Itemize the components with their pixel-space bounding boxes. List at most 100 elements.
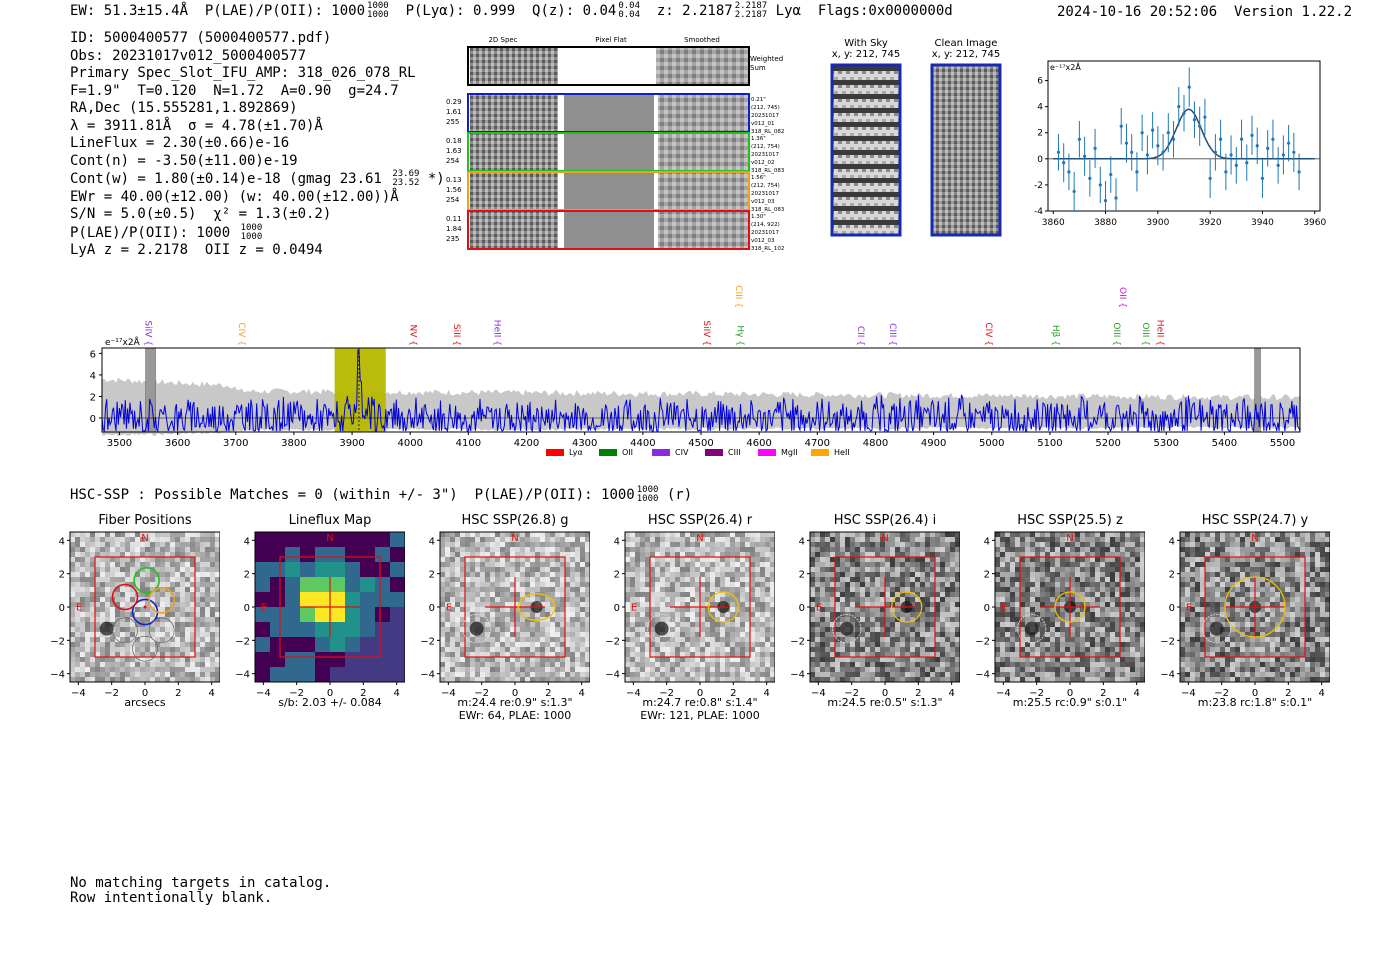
sky-pixel xyxy=(750,582,756,588)
sky-pixel xyxy=(955,672,960,678)
sky-pixel xyxy=(885,667,891,673)
sky-pixel xyxy=(720,647,726,653)
sky-pixel xyxy=(905,642,911,648)
sky-pixel xyxy=(570,567,576,573)
sky-pixel xyxy=(1100,667,1106,673)
sky-pixel xyxy=(510,562,516,568)
sky-pixel xyxy=(1125,552,1131,558)
sky-pixel xyxy=(695,537,701,543)
sky-pixel xyxy=(1055,582,1061,588)
sky-pixel xyxy=(660,547,666,553)
sky-pixel xyxy=(730,597,736,603)
sky-pixel xyxy=(135,657,141,663)
sky-pixel xyxy=(920,537,926,543)
sky-pixel xyxy=(85,572,91,578)
sky-pixel xyxy=(1075,612,1081,618)
sky-pixel xyxy=(1000,662,1006,668)
sky-pixel xyxy=(495,607,501,613)
sky-pixel xyxy=(1020,677,1026,683)
sky-pixel xyxy=(835,632,841,638)
sky-pixel xyxy=(735,647,741,653)
sky-pixel xyxy=(90,547,96,553)
sky-pixel xyxy=(170,577,176,583)
thumb-caption: EWr: 64, PLAE: 1000 xyxy=(458,709,572,722)
sky-pixel xyxy=(215,622,220,628)
sky-pixel xyxy=(900,547,906,553)
sky-pixel xyxy=(485,562,491,568)
sky-pixel xyxy=(855,547,861,553)
sky-pixel xyxy=(555,632,561,638)
sky-pixel xyxy=(510,612,516,618)
sky-pixel xyxy=(150,662,156,668)
sky-pixel xyxy=(140,602,146,608)
sky-pixel xyxy=(1085,587,1091,593)
sky-pixel xyxy=(155,542,161,548)
sky-pixel xyxy=(1035,547,1041,553)
sky-pixel xyxy=(860,672,866,678)
sky-pixel xyxy=(175,567,181,573)
sky-pixel xyxy=(635,587,641,593)
sky-pixel xyxy=(660,642,666,648)
sky-pixel xyxy=(1065,667,1071,673)
sky-pixel xyxy=(1090,537,1096,543)
sky-pixel xyxy=(850,587,856,593)
sky-pixel xyxy=(95,632,101,638)
sky-pixel xyxy=(510,567,516,573)
sky-pixel xyxy=(700,607,706,613)
sky-pixel xyxy=(1115,657,1121,663)
thumb-title: HSC SSP(26.4) r xyxy=(647,513,753,528)
sky-pixel xyxy=(740,567,746,573)
x-tick-label: −4 xyxy=(71,688,86,699)
sky-pixel xyxy=(210,607,216,613)
sky-pixel xyxy=(1120,567,1126,573)
sky-pixel xyxy=(815,577,821,583)
sky-pixel xyxy=(645,617,651,623)
sky-pixel xyxy=(875,567,881,573)
sky-pixel xyxy=(855,542,861,548)
sky-pixel xyxy=(905,622,911,628)
sky-pixel xyxy=(650,657,656,663)
y-tick-label: 4 xyxy=(614,536,620,547)
sky-pixel xyxy=(650,592,656,598)
sky-pixel xyxy=(755,532,761,538)
sky-pixel xyxy=(495,602,501,608)
sky-pixel xyxy=(1045,582,1051,588)
sky-pixel xyxy=(815,652,821,658)
sky-pixel xyxy=(200,562,206,568)
sky-pixel xyxy=(80,672,86,678)
sky-pixel xyxy=(1110,532,1116,538)
sky-pixel xyxy=(550,632,556,638)
sky-pixel xyxy=(1055,657,1061,663)
sky-pixel xyxy=(210,537,216,543)
sky-pixel xyxy=(535,592,541,598)
sky-pixel xyxy=(545,672,551,678)
sky-pixel xyxy=(735,597,741,603)
sky-pixel xyxy=(1020,587,1026,593)
sky-pixel xyxy=(630,582,636,588)
sky-pixel xyxy=(945,662,951,668)
sky-pixel xyxy=(135,652,141,658)
sky-pixel xyxy=(670,532,676,538)
hsc-summary-text: HSC-SSP : Possible Matches = 0 (within +… xyxy=(70,487,635,503)
sky-pixel xyxy=(740,627,746,633)
sky-pixel xyxy=(735,667,741,673)
x-tick-label: 0 xyxy=(697,688,703,699)
sky-pixel xyxy=(1050,637,1056,643)
sky-pixel xyxy=(515,627,521,633)
sky-pixel xyxy=(1075,552,1081,558)
sky-pixel xyxy=(500,657,506,663)
sky-pixel xyxy=(710,537,716,543)
sky-pixel xyxy=(75,537,81,543)
sky-pixel xyxy=(1080,677,1086,683)
sky-pixel xyxy=(200,647,206,653)
sky-pixel xyxy=(555,647,561,653)
sky-pixel xyxy=(145,662,151,668)
sky-pixel xyxy=(850,597,856,603)
sky-pixel xyxy=(480,617,486,623)
sky-pixel xyxy=(470,597,476,603)
sky-pixel xyxy=(655,532,661,538)
sky-pixel xyxy=(90,677,96,683)
sky-pixel xyxy=(540,532,546,538)
sky-pixel xyxy=(455,662,461,668)
sky-pixel xyxy=(580,612,586,618)
